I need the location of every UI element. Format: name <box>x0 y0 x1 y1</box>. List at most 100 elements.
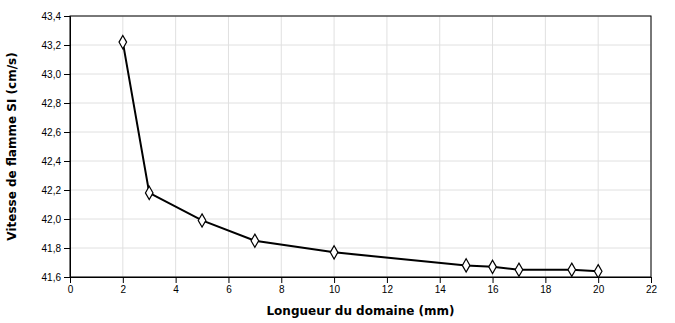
grid-line-y <box>70 103 651 104</box>
x-tick-label: 2 <box>121 284 127 295</box>
x-tick: 14 <box>435 277 447 295</box>
point <box>515 263 523 276</box>
y-tick: 43,4 <box>42 11 70 22</box>
x-tick-label: 22 <box>646 284 658 295</box>
y-tick: 42,0 <box>42 214 70 225</box>
x-tick-mark <box>334 277 335 283</box>
grid-line-y <box>70 219 651 220</box>
y-tick-label: 43,2 <box>42 40 62 51</box>
x-tick-label: 4 <box>173 284 179 295</box>
x-tick: 2 <box>121 277 127 295</box>
grid-line-x <box>228 16 229 277</box>
x-tick-mark <box>387 277 388 283</box>
y-tick-label: 42,6 <box>42 127 62 138</box>
grid-line-y <box>70 74 651 75</box>
x-tick-mark <box>651 277 652 283</box>
grid-line-x <box>439 16 440 277</box>
point <box>119 36 127 49</box>
y-tick-mark <box>64 16 70 17</box>
grid-line-x <box>492 16 493 277</box>
x-tick: 12 <box>382 277 394 295</box>
y-tick-label: 41,8 <box>42 243 62 254</box>
grid-line-x <box>386 16 387 277</box>
x-tick-mark <box>545 277 546 283</box>
x-tick-mark <box>598 277 599 283</box>
y-tick-mark <box>64 277 70 278</box>
grid-line-y <box>70 248 651 249</box>
x-tick-mark <box>228 277 229 283</box>
x-tick: 10 <box>329 277 341 295</box>
y-tick-label: 42,2 <box>42 185 62 196</box>
y-tick-mark <box>64 74 70 75</box>
grid-line-y <box>70 132 651 133</box>
x-tick-mark <box>281 277 282 283</box>
x-tick: 6 <box>226 277 232 295</box>
x-tick-mark <box>176 277 177 283</box>
y-tick-label: 43,4 <box>42 11 62 22</box>
point <box>330 246 338 259</box>
grid-line-x <box>281 16 282 277</box>
point <box>462 259 470 272</box>
x-tick: 20 <box>593 277 605 295</box>
plot-frame <box>70 16 651 277</box>
x-tick-label: 14 <box>435 284 447 295</box>
x-axis-line <box>71 278 652 284</box>
grid-line-x <box>598 16 599 277</box>
x-tick-label: 20 <box>593 284 605 295</box>
grid-line-x <box>122 16 123 277</box>
point <box>251 234 259 247</box>
point <box>489 260 497 273</box>
x-tick: 8 <box>279 277 285 295</box>
x-tick-label: 6 <box>226 284 232 295</box>
y-tick-mark <box>64 132 70 133</box>
x-tick: 18 <box>540 277 552 295</box>
grid-line-y <box>70 45 651 46</box>
y-tick-mark <box>64 103 70 104</box>
x-axis-title: Longueur du domaine (mm) <box>266 304 454 318</box>
point <box>594 265 602 277</box>
grid-line-y <box>70 161 651 162</box>
x-tick: 16 <box>487 277 499 295</box>
y-axis-title: Vitesse de flamme SI (cm/s) <box>5 52 19 240</box>
x-tick: 0 <box>68 277 74 295</box>
x-tick-label: 18 <box>540 284 552 295</box>
y-tick-label: 41,6 <box>42 272 62 283</box>
grid-line-x <box>175 16 176 277</box>
x-tick: 4 <box>173 277 179 295</box>
x-tick-mark <box>123 277 124 283</box>
y-tick-mark <box>64 248 70 249</box>
y-tick-mark <box>64 161 70 162</box>
x-tick-mark <box>493 277 494 283</box>
point <box>568 263 576 276</box>
x-tick: 22 <box>646 277 658 295</box>
grid <box>70 16 651 277</box>
y-tick: 43,0 <box>42 69 70 80</box>
line <box>123 42 598 271</box>
series <box>119 36 602 277</box>
y-tick-mark <box>64 219 70 220</box>
y-tick-label: 42,8 <box>42 98 62 109</box>
y-tick: 41,6 <box>42 272 70 283</box>
grid-line-x <box>545 16 546 277</box>
y-tick-label: 42,0 <box>42 214 62 225</box>
y-tick: 41,8 <box>42 243 70 254</box>
x-tick-label: 8 <box>279 284 285 295</box>
y-tick: 42,2 <box>42 185 70 196</box>
y-tick-mark <box>64 190 70 191</box>
x-tick-mark <box>440 277 441 283</box>
x-tick-label: 16 <box>487 284 499 295</box>
y-tick: 42,4 <box>42 156 70 167</box>
plot-area: 024681012141618202241,641,842,042,242,44… <box>42 11 658 295</box>
x-tick-label: 12 <box>382 284 394 295</box>
y-tick-mark <box>64 45 70 46</box>
chart: 024681012141618202241,641,842,042,242,44… <box>0 0 675 323</box>
point <box>145 186 153 199</box>
grid-line-x <box>334 16 335 277</box>
y-tick: 42,6 <box>42 127 70 138</box>
x-tick-label: 10 <box>329 284 341 295</box>
y-tick: 42,8 <box>42 98 70 109</box>
grid-line-y <box>70 190 651 191</box>
y-axis: 41,6 41,8 42,0 42,2 42,4 42,6 42,8 43,0 43,2 43,4 <box>42 11 71 283</box>
x-tick-label: 0 <box>68 284 74 295</box>
y-tick: 43,2 <box>42 40 70 51</box>
